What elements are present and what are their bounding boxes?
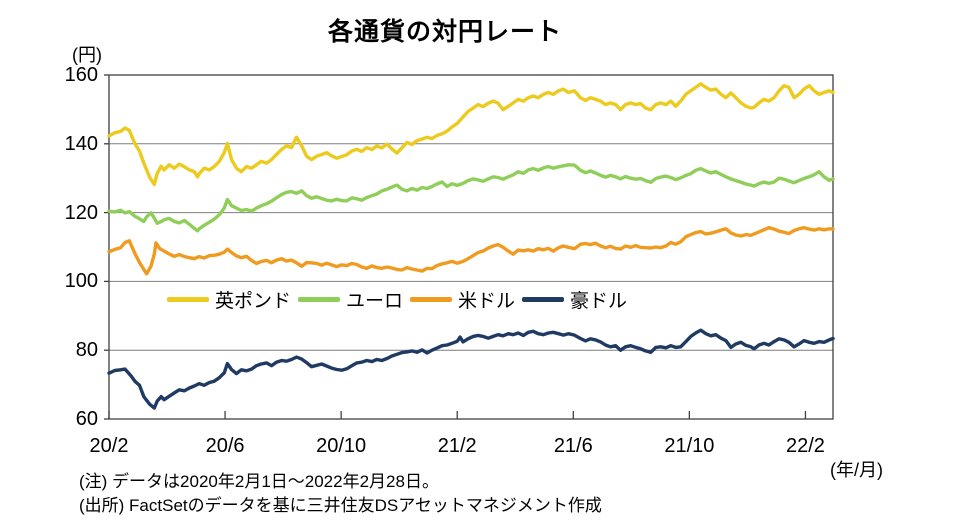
legend: 英ポンド ユーロ 米ドル 豪ドル: [167, 286, 627, 313]
legend-item-usd: 米ドル: [410, 286, 515, 313]
x-tick-label-20/10: 20/10: [316, 435, 367, 457]
legend-label-gbp: 英ポンド: [215, 290, 292, 312]
legend-label-eur: ユーロ: [346, 290, 404, 312]
series-line-usd: [107, 225, 835, 276]
series-line-gbp: [107, 82, 835, 187]
x-tick-label-21/6: 21/6: [553, 435, 593, 457]
y-tick-label-60: 60: [75, 408, 98, 430]
legend-swatch-aud: [522, 296, 565, 302]
series-line-aud: [107, 328, 835, 410]
note-source: (出所) FactSetのデータを基に三井住友DSアセットマネジメント作成: [79, 496, 602, 515]
legend-swatch-eur: [298, 296, 341, 302]
legend-item-aud: 豪ドル: [522, 286, 627, 313]
legend-item-gbp: 英ポンド: [167, 286, 291, 313]
x-tick-label-20/6: 20/6: [205, 435, 245, 457]
legend-label-aud: 豪ドル: [570, 290, 628, 312]
x-axis-unit-label: (年/月): [830, 460, 883, 480]
series-line-eur: [107, 163, 835, 233]
footnotes: (注) データは2020年2月1日～2022年2月28日。 (出所) FactS…: [79, 470, 602, 518]
x-tick-label-20/2: 20/2: [89, 435, 129, 457]
y-tick-label-160: 160: [64, 64, 98, 86]
y-tick-label-100: 100: [64, 270, 98, 293]
note-data-range: (注) データは2020年2月1日～2022年2月28日。: [79, 472, 439, 491]
y-tick-label-80: 80: [75, 339, 98, 362]
chart-title: 各通貨の対円レート: [327, 18, 562, 46]
legend-swatch-gbp: [167, 296, 209, 302]
y-tick-label-140: 140: [64, 132, 98, 155]
y-axis-unit-label: (円): [72, 45, 102, 65]
x-tick-label-22/2: 22/2: [785, 435, 825, 457]
legend-swatch-usd: [410, 296, 453, 302]
y-tick-label-120: 120: [64, 201, 98, 224]
legend-label-usd: 米ドル: [458, 290, 516, 312]
x-tick-label-21/2: 21/2: [437, 435, 477, 457]
legend-item-eur: ユーロ: [298, 286, 403, 313]
plot-border: [108, 74, 834, 420]
x-tick-label-21/10: 21/10: [664, 435, 715, 457]
